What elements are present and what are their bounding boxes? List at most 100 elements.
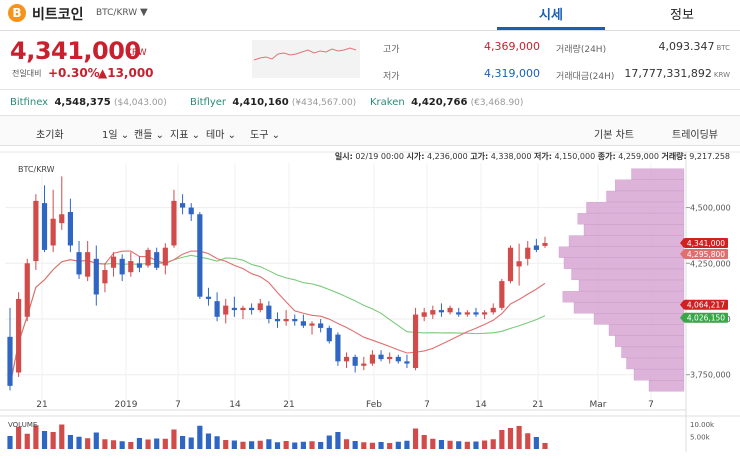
volume-bar <box>266 439 272 449</box>
volume-bar <box>136 438 143 449</box>
volume-bar <box>110 440 117 449</box>
volume-bar <box>7 436 13 449</box>
candle-body <box>119 258 125 275</box>
candle-body <box>188 207 194 215</box>
volume-profile-bar <box>621 346 685 359</box>
volume-bar <box>16 426 22 449</box>
tabs-divider <box>0 30 740 31</box>
tools-dropdown[interactable]: 도구 ⌄ <box>250 130 280 141</box>
volume-bar <box>231 440 237 449</box>
y-tick-label: 4,500,000 <box>690 204 731 213</box>
indicator-dropdown[interactable]: 지표 ⌄ <box>170 130 200 141</box>
reset-button[interactable]: 초기화 <box>36 130 64 141</box>
candle-body <box>7 336 13 386</box>
high-value: 4,369,000 <box>484 40 540 53</box>
candle-body <box>507 247 514 282</box>
sparkline-line <box>253 47 357 61</box>
volume-bar <box>300 441 306 449</box>
volume-bar <box>171 429 177 449</box>
candle-body <box>214 301 220 317</box>
volume-bar <box>421 435 427 449</box>
candle-body <box>412 314 419 369</box>
volume-bar <box>59 424 65 449</box>
volume-bar <box>525 433 531 449</box>
candle-body <box>257 303 263 311</box>
volume-bar <box>249 441 255 449</box>
candle-body <box>292 319 298 322</box>
volume-bar <box>93 432 99 449</box>
volume-bar <box>154 438 160 449</box>
candle-body <box>205 296 212 299</box>
price-tag <box>684 299 728 310</box>
volume-tick-label: 10.00k <box>690 421 715 429</box>
x-tick-label: Feb <box>366 400 382 410</box>
price-tag <box>684 249 728 260</box>
candle-dropdown[interactable]: 캔들 ⌄ <box>134 130 164 141</box>
volume-profile-bar <box>633 369 685 381</box>
volume-bar <box>162 438 168 449</box>
candle-body <box>482 312 488 315</box>
chevron-down-icon: ⌄ <box>120 130 130 141</box>
change-amount: ▲13,000 <box>98 66 154 80</box>
volume-profile-bar <box>577 213 685 225</box>
candle-body <box>145 249 151 266</box>
tab-market-price[interactable]: 시세 <box>539 8 563 23</box>
exchange-kraken: Kraken 4,420,766 (€3,468.90) <box>370 97 524 108</box>
candle-body <box>162 247 168 266</box>
volume-bar <box>179 436 186 449</box>
volume-bar <box>447 440 453 449</box>
candle-body <box>93 258 99 295</box>
volume-label: VOLUME <box>8 421 38 429</box>
chevron-down-icon[interactable]: ▼ <box>140 7 148 18</box>
volume-bar <box>335 432 341 449</box>
amount-24h: 17,777,331,892 KRW <box>624 67 730 80</box>
volume-profile-bar <box>583 224 685 236</box>
volume-profile-bar <box>606 190 685 203</box>
candle-body <box>464 312 470 315</box>
price-tag <box>684 238 728 249</box>
low-value: 4,319,000 <box>484 67 540 80</box>
candle-body <box>197 214 203 297</box>
volume-bar <box>188 437 194 449</box>
volume-profile-bar <box>615 179 685 191</box>
candle-body <box>41 203 48 250</box>
volume-bar <box>395 441 401 449</box>
amount-24h-label: 거래대금(24H) <box>556 72 615 82</box>
candle-body <box>542 243 548 246</box>
y-tick-label: 4,250,000 <box>690 259 731 268</box>
volume-bar <box>473 441 479 449</box>
volume-bar <box>352 441 358 449</box>
volume-bar <box>516 425 522 449</box>
volume-bar <box>412 428 419 449</box>
candle-body <box>499 281 505 308</box>
volume-profile-bar <box>608 324 685 336</box>
candle-body <box>473 312 479 315</box>
volume-profile-bar <box>562 291 685 303</box>
coin-pair[interactable]: BTC/KRW <box>96 8 138 18</box>
volume-profile-bar <box>573 302 685 314</box>
tab-info[interactable]: 정보 <box>670 8 694 23</box>
candle-body <box>231 307 237 311</box>
volume-bar <box>41 431 48 449</box>
exchange-bitflyer: Bitflyer 4,410,160 (¥434,567.00) <box>190 97 357 108</box>
chevron-down-icon: ⌄ <box>155 130 164 141</box>
candle-body <box>447 307 453 313</box>
candle-body <box>102 269 108 284</box>
x-tick-label: 7 <box>648 400 654 410</box>
volume-tick-label: 5.00k <box>690 434 711 442</box>
tradingview-button[interactable]: 트레이딩뷰 <box>672 130 718 141</box>
volume-profile-bar <box>563 257 685 269</box>
interval-dropdown[interactable]: 1일 ⌄ <box>102 130 130 141</box>
basic-chart-button[interactable]: 기본 차트 <box>594 130 634 141</box>
candle-body <box>110 256 117 268</box>
volume-bar <box>76 436 82 449</box>
volume-bar <box>404 440 410 449</box>
price-chart[interactable]: 4,500,0004,250,0004,000,0003,750,0002120… <box>0 146 740 459</box>
candle-body <box>223 305 229 315</box>
x-tick-label: 21 <box>283 400 294 410</box>
x-tick-label: 21 <box>532 400 543 410</box>
candle-body <box>300 321 306 326</box>
high-label: 고가 <box>383 45 400 55</box>
theme-dropdown[interactable]: 테마 ⌄ <box>206 130 236 141</box>
chevron-down-icon: ⌄ <box>227 130 236 141</box>
